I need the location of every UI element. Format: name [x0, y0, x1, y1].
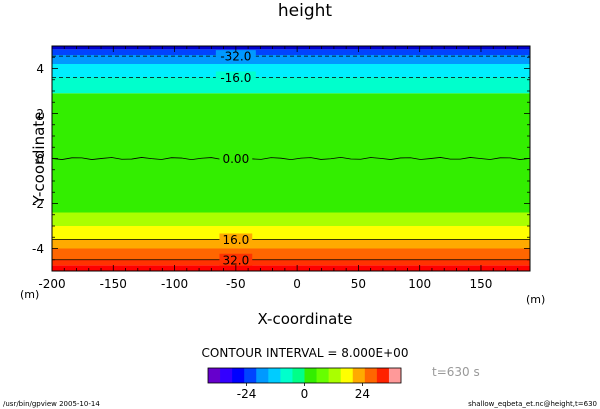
fill-band-1 — [52, 259, 530, 266]
colorbar-swatch — [268, 368, 281, 383]
colorbar-swatch — [328, 368, 342, 383]
colorbar: -24 0 24 — [207, 367, 402, 401]
colorbar-swatch — [352, 368, 366, 383]
x-axis-unit: (m) — [526, 293, 545, 306]
contour-lines: -32.0 -16.0 0.00 16.0 32.0 — [51, 50, 531, 267]
y-tick-label: 0 — [36, 152, 44, 166]
colorbar-tick-label: -24 — [237, 387, 257, 401]
contour-label-bg-1 — [215, 71, 256, 84]
x-axis-label: X-coordinate — [258, 310, 353, 328]
y-tick-label: -2 — [32, 197, 44, 211]
x-tick-label: -150 — [100, 277, 127, 291]
x-tick-label: 0 — [293, 277, 301, 291]
colorbar-swatch — [304, 368, 317, 383]
fill-band-9 — [52, 55, 530, 64]
y-axis: -4 -2 0 2 4 — [32, 45, 530, 272]
fill-band-0 — [52, 265, 530, 271]
y-tick-label: -4 — [32, 242, 44, 256]
contour-label-1: -16.0 — [220, 71, 251, 85]
colorbar-tick-label: 24 — [355, 387, 370, 401]
y-axis-label: Y-coordinate — [30, 112, 48, 206]
fill-band-6 — [52, 93, 530, 213]
colorbar-swatch — [220, 368, 233, 383]
colorbar-swatch — [292, 368, 305, 383]
fill-band-5 — [52, 212, 530, 226]
contour-label-bg-2 — [219, 152, 253, 165]
colorbar-swatch — [208, 368, 221, 383]
x-tick-label: -100 — [161, 277, 188, 291]
fill-band-10 — [52, 49, 530, 55]
colorbar-swatch — [256, 368, 269, 383]
color-fill-bands — [52, 46, 530, 271]
colorbar-swatch — [364, 368, 378, 383]
footer-right: shallow_eqbeta_et.nc@height,t=630 — [468, 400, 597, 408]
fill-band-3 — [52, 239, 530, 249]
contour-line-2 — [51, 156, 531, 161]
x-tick-label: -200 — [38, 277, 65, 291]
x-axis: -200 -150 -100 -50 0 50 100 150 — [38, 46, 531, 291]
fill-band-11 — [52, 46, 530, 50]
x-tick-label: 150 — [470, 277, 493, 291]
fill-band-7 — [52, 77, 530, 94]
x-tick-label: 100 — [408, 277, 431, 291]
contour-label-0: -32.0 — [220, 50, 251, 64]
contour-label-4: 32.0 — [222, 253, 249, 267]
fill-band-2 — [52, 248, 530, 260]
time-label: t=630 s — [432, 365, 480, 379]
contour-label-3: 16.0 — [222, 233, 249, 247]
y-axis-unit: (m) — [20, 288, 39, 301]
chart-title: height — [278, 1, 333, 21]
y-tick-label: 4 — [36, 62, 44, 76]
contour-interval-text: CONTOUR INTERVAL = 8.000E+00 — [202, 346, 409, 360]
contour-label-2: 0.00 — [222, 152, 249, 166]
x-tick-label: 50 — [351, 277, 366, 291]
y-tick-label: 2 — [36, 107, 44, 121]
fill-band-8 — [52, 64, 530, 78]
colorbar-tick-label: 0 — [301, 387, 309, 401]
contour-label-bg-0 — [215, 50, 256, 63]
footer-left: /usr/bin/gpview 2005-10-14 — [3, 400, 100, 408]
colorbar-swatch — [232, 368, 245, 383]
colorbar-swatch — [316, 368, 330, 383]
colorbar-swatch — [244, 368, 257, 383]
contour-label-bg-4 — [219, 253, 253, 266]
colorbar-swatch — [376, 368, 390, 383]
colorbar-swatch — [340, 368, 354, 383]
colorbar-swatch — [388, 368, 402, 383]
fill-band-4 — [52, 226, 530, 240]
contour-label-bg-3 — [219, 233, 253, 246]
x-tick-label: -50 — [226, 277, 246, 291]
colorbar-swatch — [280, 368, 293, 383]
